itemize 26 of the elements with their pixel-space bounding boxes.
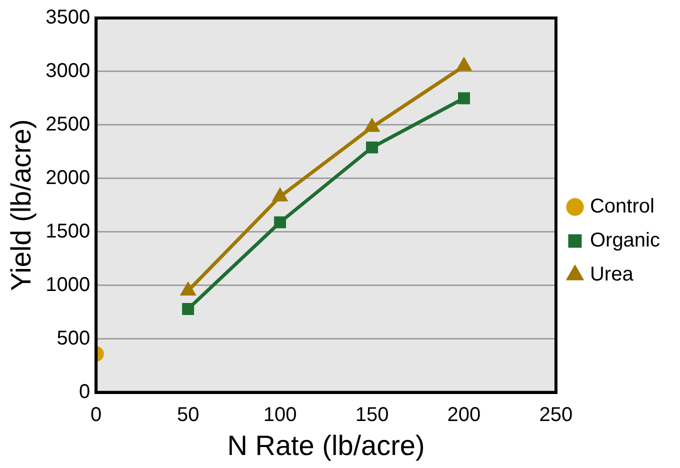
- point: [366, 141, 378, 154]
- y-tick-label: 1500: [46, 220, 90, 242]
- y-axis-title: Yield (lb/acre): [6, 119, 37, 292]
- point: [365, 119, 379, 132]
- y-tick-label: 1000: [46, 274, 90, 296]
- x-tick-label: 200: [447, 404, 481, 426]
- x-tick-label: 50: [176, 404, 200, 426]
- point: [274, 216, 286, 228]
- y-tick-label: 0: [78, 380, 90, 403]
- x-tick-label: 100: [263, 404, 297, 426]
- y-tick-label: 3000: [46, 60, 90, 82]
- x-tick-label: 150: [355, 404, 389, 426]
- y-tick-label: 2000: [46, 166, 90, 189]
- y-tick-label: 500: [56, 327, 90, 350]
- point: [458, 92, 470, 104]
- point: [181, 283, 196, 296]
- point: [273, 188, 287, 202]
- point: [457, 58, 471, 71]
- y-tick-label: 2500: [46, 113, 90, 136]
- legend-label: Urea: [590, 264, 634, 286]
- legend-label: Organic: [590, 230, 660, 252]
- legend-label: Control: [590, 196, 654, 218]
- point: [182, 302, 194, 315]
- y-tick-label: 3500: [46, 6, 90, 29]
- x-axis-title: N Rate (lb/acre): [227, 430, 425, 461]
- x-tick-label: 250: [539, 404, 573, 426]
